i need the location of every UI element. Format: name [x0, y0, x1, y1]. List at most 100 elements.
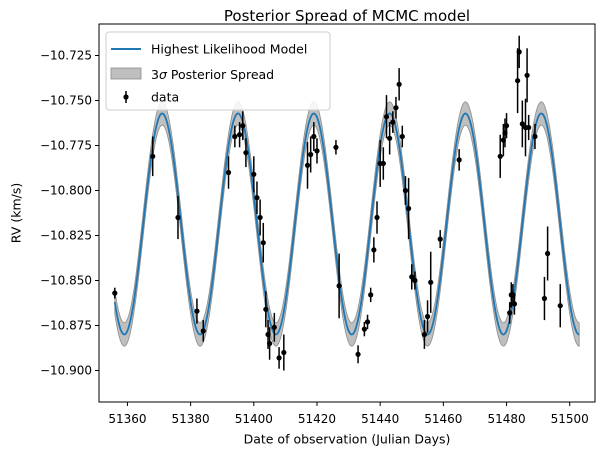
data-point: [276, 347, 282, 369]
data-point: [406, 177, 412, 240]
data-marker: [497, 153, 503, 159]
data-marker: [541, 295, 548, 302]
data-point: [409, 264, 415, 290]
x-tick-label: 51380: [172, 412, 210, 426]
x-axis-label: Date of observation (Julian Days): [244, 432, 451, 447]
data-marker: [396, 81, 402, 87]
data-marker: [383, 114, 390, 120]
data-point: [412, 271, 418, 290]
data-marker: [355, 351, 361, 357]
data-marker: [254, 195, 260, 201]
plot-frame: [98, 23, 596, 403]
data-point: [380, 147, 386, 180]
data-marker: [393, 105, 399, 111]
data-point: [236, 122, 243, 148]
x-axis-ticks: 51360 51380 51400 51420 51440 51460 51480 51500: [108, 402, 589, 426]
data-marker: [336, 283, 342, 289]
model-line: [113, 112, 580, 336]
data-point: [515, 48, 521, 114]
data-marker: [251, 171, 257, 177]
data-marker: [112, 290, 118, 296]
data-marker: [516, 49, 522, 55]
data-point: [336, 253, 342, 319]
data-marker: [276, 355, 282, 361]
data-point: [557, 284, 563, 328]
data-marker: [406, 205, 412, 212]
data-marker: [507, 310, 513, 316]
legend-band-label: 3σ Posterior Spread: [151, 67, 274, 82]
y-tick-label: −10.875: [40, 319, 92, 333]
data-marker: [281, 349, 287, 356]
data-marker: [526, 124, 532, 131]
data-point: [304, 141, 311, 189]
data-marker: [524, 72, 530, 78]
data-marker: [240, 123, 246, 129]
data-marker: [150, 153, 156, 159]
data-point: [361, 321, 367, 337]
data-point: [364, 314, 371, 330]
data-point: [314, 138, 320, 164]
legend-data-label: data: [151, 90, 179, 105]
data-marker: [374, 214, 380, 221]
data-point: [267, 327, 273, 360]
legend-box: [105, 31, 331, 111]
data-marker: [263, 306, 269, 312]
x-tick-label: 51360: [108, 412, 146, 426]
data-marker: [511, 301, 518, 307]
legend-data-marker: [123, 94, 129, 100]
data-marker: [304, 162, 311, 168]
data-point: [497, 134, 503, 178]
data-point: [524, 48, 530, 103]
y-tick-label: −10.800: [40, 184, 92, 198]
data-point: [232, 125, 238, 148]
model-line-layer: [113, 112, 580, 336]
data-point: [402, 176, 409, 205]
x-tick-label: 51440: [361, 412, 399, 426]
data-point: [243, 138, 249, 168]
data-marker: [402, 187, 409, 194]
data-marker: [361, 326, 367, 332]
data-point: [260, 222, 266, 263]
data-marker: [333, 144, 339, 150]
data-point: [511, 293, 518, 315]
data-point: [257, 199, 263, 236]
data-point: [240, 111, 246, 141]
data-marker: [243, 150, 249, 156]
data-marker: [412, 277, 418, 284]
data-marker: [428, 279, 434, 285]
data-marker: [424, 313, 431, 320]
data-marker: [557, 303, 563, 309]
data-marker: [314, 148, 320, 154]
x-tick-label: 51500: [551, 412, 589, 426]
data-marker: [421, 331, 427, 338]
data-point: [541, 276, 548, 321]
data-marker: [368, 292, 374, 298]
data-marker: [519, 121, 525, 127]
data-marker: [456, 157, 462, 163]
data-marker: [503, 123, 510, 129]
data-point: [225, 156, 232, 189]
y-tick-label: −10.725: [40, 49, 92, 63]
legend-band-swatch: [110, 67, 142, 80]
data-point: [271, 312, 277, 342]
data-point: [112, 287, 118, 299]
data-marker: [409, 274, 415, 280]
data-point: [437, 230, 443, 249]
data-point: [355, 345, 361, 364]
data-points-layer: [112, 35, 563, 371]
data-point: [368, 287, 374, 303]
data-point: [545, 226, 551, 281]
data-marker: [232, 133, 238, 140]
data-marker: [175, 214, 181, 221]
data-point: [383, 95, 390, 139]
y-tick-label: −10.825: [40, 229, 92, 243]
y-tick-label: −10.900: [40, 364, 92, 378]
data-marker: [515, 78, 521, 84]
x-tick-label: 51460: [424, 412, 462, 426]
legend-band-suffix: Posterior Spread: [167, 67, 274, 82]
data-point: [254, 181, 260, 214]
legend-band-sigma: σ: [159, 67, 168, 82]
data-marker: [257, 214, 263, 221]
y-tick-label: −10.850: [40, 274, 92, 288]
